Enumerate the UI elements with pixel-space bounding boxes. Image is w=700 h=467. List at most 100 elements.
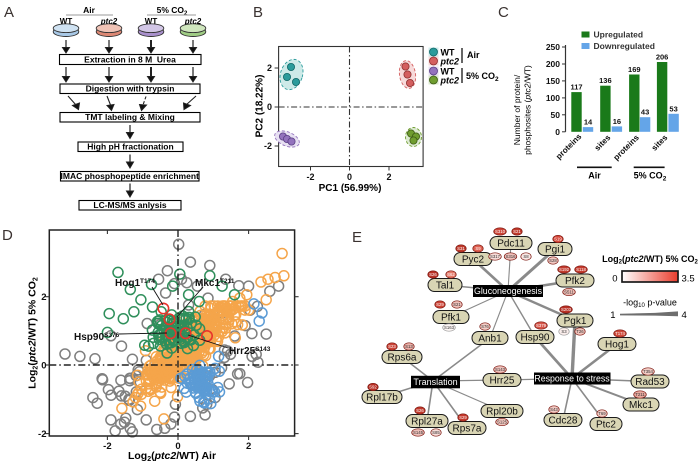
- svg-text:S26: S26: [416, 408, 424, 413]
- svg-text:Mkc1: Mkc1: [629, 400, 653, 411]
- svg-text:Hsp90S376: Hsp90S376: [74, 332, 120, 343]
- svg-text:16: 16: [613, 117, 621, 126]
- svg-text:Number of protein/: Number of protein/: [512, 74, 522, 145]
- svg-text:S21: S21: [513, 229, 521, 234]
- svg-text:Rpl27a: Rpl27a: [411, 416, 443, 427]
- svg-text:Hog1: Hog1: [605, 339, 629, 350]
- svg-text:Pgi1: Pgi1: [545, 244, 565, 255]
- svg-text:S316: S316: [505, 254, 516, 259]
- svg-text:WT: WT: [441, 48, 455, 58]
- svg-text:Log2(ptc2/WT) 5% CO2: Log2(ptc2/WT) 5% CO2: [602, 254, 698, 266]
- svg-text:T174: T174: [615, 331, 625, 336]
- svg-text:Log2(ptc2/WT) 5% CO2: Log2(ptc2/WT) 5% CO2: [27, 277, 40, 389]
- svg-text:Mkc1T211: Mkc1T211: [195, 278, 235, 289]
- svg-text:Pdc11: Pdc11: [497, 238, 525, 249]
- svg-text:S92: S92: [369, 385, 377, 390]
- svg-text:S143: S143: [495, 367, 506, 372]
- svg-text:S310: S310: [495, 229, 506, 234]
- svg-text:S317: S317: [490, 254, 501, 259]
- svg-text:IMAC phosphopeptide enrichment: IMAC phosphopeptide enrichment: [61, 171, 200, 181]
- svg-text:-2: -2: [38, 429, 46, 440]
- svg-text:Translation: Translation: [413, 377, 457, 387]
- svg-text:14: 14: [584, 118, 593, 127]
- svg-text:Log2(ptc2/WT) Air: Log2(ptc2/WT) Air: [128, 450, 216, 463]
- svg-text:Ptc2: Ptc2: [596, 419, 616, 430]
- svg-text:Tal1: Tal1: [436, 280, 455, 291]
- svg-text:ptc2: ptc2: [184, 17, 202, 26]
- svg-text:5% CO2: 5% CO2: [157, 5, 188, 17]
- svg-text:PC1 (56.99%): PC1 (56.99%): [319, 183, 382, 194]
- svg-text:ptc2: ptc2: [100, 17, 118, 26]
- svg-text:200: 200: [546, 59, 560, 69]
- svg-text:S62: S62: [447, 272, 455, 277]
- svg-text:53: 53: [669, 104, 677, 113]
- svg-text:4: 4: [682, 310, 687, 321]
- svg-text:Air: Air: [467, 50, 480, 60]
- svg-text:ptc2: ptc2: [440, 76, 460, 86]
- svg-text:S511: S511: [564, 290, 574, 295]
- svg-text:C: C: [498, 4, 509, 21]
- svg-text:LC-MS/MS anlysis: LC-MS/MS anlysis: [93, 200, 166, 210]
- svg-text:Air: Air: [83, 5, 96, 15]
- svg-text:Pfk1: Pfk1: [441, 312, 461, 323]
- svg-text:1: 1: [610, 310, 615, 321]
- svg-text:0: 0: [612, 274, 617, 285]
- svg-text:S163: S163: [444, 325, 455, 330]
- svg-text:WT: WT: [145, 17, 158, 26]
- svg-text:-2: -2: [103, 441, 111, 452]
- svg-text:Rps6a: Rps6a: [388, 352, 417, 363]
- svg-text:Downregulated: Downregulated: [594, 41, 655, 51]
- svg-text:Hrr25S143: Hrr25S143: [229, 346, 271, 357]
- svg-text:TMT labeling & Mixing: TMT labeling & Mixing: [85, 112, 175, 122]
- svg-text:S118: S118: [576, 267, 586, 272]
- svg-text:3.5: 3.5: [682, 274, 695, 285]
- svg-text:Gluconeogenesis: Gluconeogenesis: [474, 286, 543, 296]
- svg-text:Cdc28: Cdc28: [549, 415, 578, 426]
- svg-text:0: 0: [347, 172, 352, 182]
- svg-text:S43: S43: [550, 407, 558, 412]
- svg-text:WT: WT: [441, 67, 455, 77]
- svg-text:E: E: [352, 229, 362, 246]
- svg-text:B: B: [253, 4, 263, 21]
- svg-text:100: 100: [546, 93, 560, 103]
- svg-text:0: 0: [555, 127, 560, 137]
- svg-text:ptc2: ptc2: [440, 57, 460, 67]
- svg-text:Pgk1: Pgk1: [564, 316, 587, 327]
- svg-text:Anb1: Anb1: [478, 333, 502, 344]
- svg-text:S29: S29: [459, 415, 467, 420]
- svg-text:Hsp90: Hsp90: [521, 332, 550, 343]
- svg-text:206: 206: [656, 53, 669, 62]
- svg-text:117: 117: [570, 83, 582, 92]
- svg-text:T354: T354: [643, 369, 653, 374]
- svg-text:T69: T69: [598, 411, 606, 416]
- svg-text:50: 50: [551, 110, 561, 120]
- svg-text:Air: Air: [588, 171, 601, 181]
- svg-text:Digestion with trypsin: Digestion with trypsin: [86, 84, 175, 94]
- svg-text:-log10 p-value: -log10 p-value: [623, 298, 677, 310]
- svg-text:sites: sites: [593, 133, 613, 153]
- svg-text:136: 136: [599, 76, 612, 85]
- svg-text:S31: S31: [457, 246, 465, 251]
- svg-text:S13: S13: [405, 344, 413, 349]
- svg-text:5% CO2: 5% CO2: [634, 171, 667, 183]
- svg-text:Rps7a: Rps7a: [453, 423, 482, 434]
- svg-text:A: A: [4, 4, 14, 21]
- svg-text:43: 43: [641, 108, 649, 117]
- svg-text:S23: S23: [388, 344, 396, 349]
- svg-text:-2: -2: [264, 141, 272, 151]
- svg-text:WT: WT: [60, 17, 73, 26]
- svg-text:phosphosites (ptc2/WT): phosphosites (ptc2/WT): [523, 65, 533, 155]
- svg-text:S8: S8: [523, 254, 529, 259]
- svg-text:0: 0: [267, 102, 272, 112]
- svg-text:S26: S26: [429, 272, 437, 277]
- svg-text:-2: -2: [306, 172, 314, 182]
- svg-text:Rpl20b: Rpl20b: [486, 406, 518, 417]
- svg-text:T211: T211: [635, 392, 645, 397]
- svg-text:S76: S76: [481, 324, 489, 329]
- svg-text:S85: S85: [432, 430, 440, 435]
- svg-text:S28: S28: [549, 258, 557, 263]
- svg-text:S203: S203: [561, 307, 572, 312]
- svg-text:Hrr25: Hrr25: [489, 375, 514, 386]
- svg-text:Pyc2: Pyc2: [462, 254, 485, 265]
- svg-text:Pfk2: Pfk2: [565, 276, 585, 287]
